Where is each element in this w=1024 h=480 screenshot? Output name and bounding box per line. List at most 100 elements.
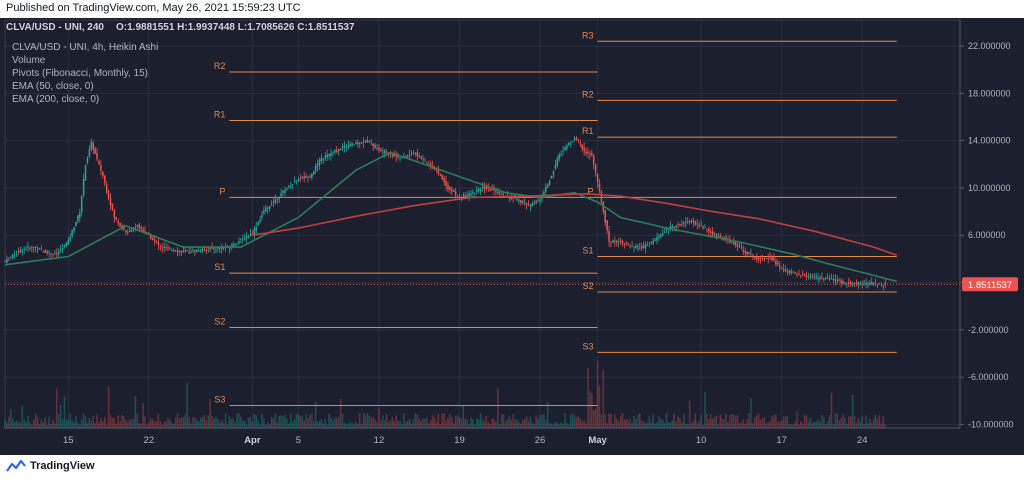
volume-bar xyxy=(339,398,342,428)
pivot-label: S3 xyxy=(583,341,594,351)
candle-body xyxy=(56,253,58,255)
tradingview-logo[interactable]: TradingView xyxy=(6,459,95,473)
candle-body xyxy=(871,282,873,285)
candle-body xyxy=(13,255,16,257)
candle-body xyxy=(40,249,43,251)
candle-body xyxy=(692,220,695,223)
volume-bar xyxy=(481,419,484,428)
candle-body xyxy=(90,141,93,150)
volume-bar xyxy=(261,413,263,428)
volume-bar xyxy=(171,423,173,428)
volume-bar xyxy=(343,422,346,428)
volume-bar xyxy=(345,423,348,428)
candle-body xyxy=(443,178,445,183)
volume-bar xyxy=(771,416,773,428)
volume-bar xyxy=(794,420,796,428)
candle-body xyxy=(32,247,35,249)
candle-body xyxy=(301,176,304,178)
volume-bar xyxy=(510,419,513,428)
candle-body xyxy=(709,231,712,233)
volume-bar xyxy=(821,414,823,428)
candle-body xyxy=(282,190,284,193)
candle-body xyxy=(303,176,305,179)
volume-bar xyxy=(798,424,800,428)
candle-body xyxy=(314,166,317,172)
candle-body xyxy=(533,203,536,205)
volume-bar xyxy=(280,415,282,428)
candle-body xyxy=(715,233,718,237)
volume-bar xyxy=(155,421,158,428)
volume-bar xyxy=(683,413,685,428)
candle-body xyxy=(69,237,71,241)
candle-body xyxy=(460,196,463,198)
volume-bar xyxy=(491,418,493,428)
volume-bar xyxy=(378,407,380,428)
candle-body xyxy=(623,243,626,245)
volume-bar xyxy=(355,422,357,428)
candle-body xyxy=(625,242,628,244)
volume-bar xyxy=(625,418,628,428)
volume-bar xyxy=(335,417,338,428)
volume-bar xyxy=(508,416,511,428)
volume-bar xyxy=(871,422,873,428)
volume-bar xyxy=(803,414,806,428)
volume-bar xyxy=(623,419,626,428)
candle-body xyxy=(807,276,810,278)
candle-body xyxy=(656,237,658,241)
ema-line xyxy=(4,151,897,283)
volume-bar xyxy=(301,415,304,428)
volume-bar xyxy=(163,422,165,428)
volume-bar xyxy=(629,418,631,428)
candle-body xyxy=(830,278,833,280)
volume-bar xyxy=(167,417,169,428)
volume-bar xyxy=(276,422,279,428)
candle-body xyxy=(368,141,371,143)
candle-body xyxy=(197,250,200,251)
volume-bar xyxy=(188,417,190,428)
candle-body xyxy=(382,151,384,153)
volume-bar xyxy=(685,423,687,428)
candle-body xyxy=(543,192,545,198)
y-tick-label: 14.000000 xyxy=(968,136,1011,146)
volume-bar xyxy=(209,399,211,428)
volume-bar xyxy=(362,413,365,428)
candle-body xyxy=(38,248,41,250)
candle-body xyxy=(205,249,208,251)
candle-body xyxy=(169,247,171,249)
volume-bar xyxy=(769,421,771,428)
volume-bar xyxy=(416,414,419,428)
tradingview-logo-icon xyxy=(6,459,26,472)
volume-bar xyxy=(460,418,463,428)
volume-bar xyxy=(366,413,369,428)
candle-body xyxy=(291,184,294,186)
candle-body xyxy=(685,222,687,223)
candle-body xyxy=(429,163,432,166)
volume-bar xyxy=(840,418,842,428)
x-tick-label: May xyxy=(588,435,607,446)
volume-bar xyxy=(819,422,821,428)
candle-body xyxy=(435,168,438,171)
volume-bar xyxy=(372,416,374,428)
volume-bar xyxy=(52,419,54,428)
y-tick-label: 18.000000 xyxy=(968,88,1011,98)
volume-bar xyxy=(282,416,284,428)
candle-body xyxy=(792,271,794,273)
volume-bar xyxy=(67,420,70,428)
price-chart[interactable]: R2 R1 P S1 S2 S3 R3 R2 R1 P S1 S2 S3 22.000000 18.000… xyxy=(0,18,1024,455)
volume-bar xyxy=(180,417,183,428)
volume-bar xyxy=(500,413,503,428)
volume-bar xyxy=(265,424,267,428)
legend-symbol: CLVA/USD - UNI, 4h, Heikin Ashi xyxy=(12,42,158,53)
candle-body xyxy=(817,277,819,280)
volume-bar xyxy=(257,419,259,428)
candle-body xyxy=(604,210,606,223)
candle-body xyxy=(838,280,840,282)
ema-lines xyxy=(4,151,897,283)
candle-body xyxy=(750,253,752,255)
volume-bar xyxy=(149,418,152,428)
volume-bar xyxy=(844,417,846,428)
candle-body xyxy=(851,284,854,286)
pivot-label: S2 xyxy=(583,281,594,291)
candle-body xyxy=(661,233,664,236)
candle-body xyxy=(644,244,647,249)
